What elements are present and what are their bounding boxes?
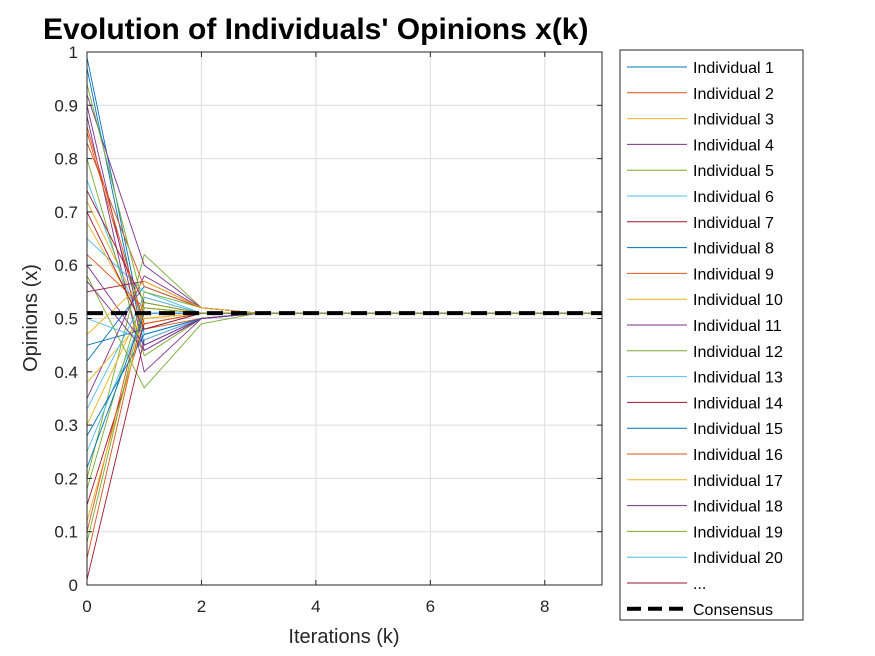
x-tick-label: 4 xyxy=(311,597,320,616)
legend-label: Individual 16 xyxy=(693,447,783,464)
x-tick-label: 6 xyxy=(426,597,435,616)
legend-label: Individual 10 xyxy=(693,292,783,309)
legend-label: Individual 13 xyxy=(693,370,783,387)
chart-title: Evolution of Individuals' Opinions x(k) xyxy=(43,13,588,46)
y-axis-ticks: 0 0.1 0.2 0.3 0.4 0.5 0.6 0.7 0.8 0.9 1 xyxy=(54,43,602,595)
y-tick-label: 0.2 xyxy=(54,469,78,488)
legend-box xyxy=(619,49,804,621)
legend-label: Individual 1 xyxy=(693,60,774,77)
legend-label: Individual 5 xyxy=(693,163,774,180)
x-tick-label: 0 xyxy=(82,597,91,616)
legend-label: Individual 3 xyxy=(693,112,774,129)
y-tick-label: 0.8 xyxy=(54,150,78,169)
legend-label: Individual 4 xyxy=(693,137,774,154)
y-tick-label: 0.3 xyxy=(54,416,78,435)
y-axis-label: Opinions (x) xyxy=(20,264,42,372)
legend-label: Individual 11 xyxy=(693,318,782,335)
y-tick-label: 0.9 xyxy=(54,96,78,115)
legend-label: Individual 8 xyxy=(693,241,774,258)
legend: Individual 1 Individual 2 Individual 3 Indi… xyxy=(627,60,783,619)
legend-label: Individual 20 xyxy=(693,550,783,567)
legend-label: ... xyxy=(693,576,706,593)
legend-label: Individual 7 xyxy=(693,215,774,232)
legend-label: Individual 19 xyxy=(693,524,783,541)
series-line xyxy=(86,301,602,543)
y-tick-label: 1 xyxy=(69,43,78,62)
legend-label: Individual 6 xyxy=(693,189,774,206)
legend-label: Individual 14 xyxy=(693,395,783,412)
y-tick-label: 0 xyxy=(69,576,78,595)
series-lines xyxy=(86,57,602,580)
legend-label: Individual 18 xyxy=(693,499,783,516)
legend-label: Consensus xyxy=(693,602,773,619)
y-tick-label: 0.6 xyxy=(54,256,78,275)
y-tick-label: 0.5 xyxy=(54,310,78,329)
x-tick-label: 2 xyxy=(197,597,206,616)
legend-label: Individual 9 xyxy=(693,266,774,283)
y-tick-label: 0.7 xyxy=(54,203,78,222)
y-tick-label: 0.4 xyxy=(54,363,78,382)
legend-label: Individual 15 xyxy=(693,421,783,438)
legend-label: Individual 2 xyxy=(693,86,774,103)
legend-label: Individual 17 xyxy=(693,473,783,490)
x-axis-label: Iterations (k) xyxy=(288,626,399,648)
legend-label: Individual 12 xyxy=(693,344,783,361)
y-tick-label: 0.1 xyxy=(54,523,78,542)
x-axis-ticks: 0 2 4 6 8 xyxy=(82,52,550,616)
x-tick-label: 8 xyxy=(540,597,549,616)
